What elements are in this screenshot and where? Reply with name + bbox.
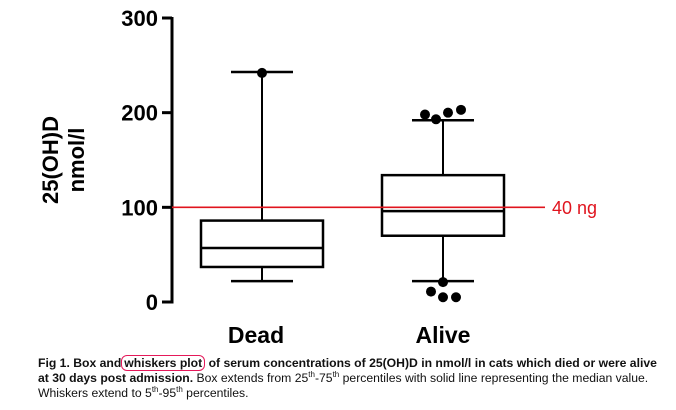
sup-2: th: [332, 369, 340, 379]
box-iqr: [199, 219, 325, 269]
outlier-point: [456, 104, 466, 115]
outlier-point: [420, 109, 430, 120]
sup-1: th: [308, 369, 315, 379]
y-axis-title-line1: 25(OH)D: [38, 116, 63, 204]
sup-3: th: [151, 384, 159, 394]
caption-highlight: whiskers plot: [121, 355, 206, 371]
outlier-point: [426, 286, 436, 297]
outlier-point: [451, 292, 461, 303]
category-label-dead: Dead: [228, 322, 284, 348]
box-dead: [199, 70, 325, 283]
figure-caption: Fig 1. Box and whiskers plot of serum con…: [38, 355, 666, 401]
sup-4: th: [176, 384, 183, 394]
outlier-point: [431, 114, 441, 125]
outlier-point: [438, 292, 448, 303]
y-tick-label-300: 300: [121, 6, 158, 31]
outlier-point: [257, 67, 267, 78]
caption-body-4: -95: [158, 386, 177, 400]
y-tick-label-200: 200: [121, 101, 158, 126]
box-plot-chart: 25(OH)D nmol/l 0 100 200 300 Dead Alive 40 …: [38, 6, 597, 348]
y-tick-label-0: 0: [146, 290, 158, 315]
caption-fig-label: Fig 1.: [38, 356, 70, 370]
y-axis-title-line2: nmol/l: [64, 128, 89, 193]
box-iqr: [380, 173, 506, 237]
caption-body-1: Box extends from 25: [196, 371, 309, 385]
category-label-alive: Alive: [416, 322, 471, 348]
caption-body-2: -75: [314, 371, 333, 385]
reference-line-label: 40 ng: [552, 198, 597, 218]
outlier-point: [443, 107, 453, 118]
caption-title-post: of serum concentrations of 25(OH)D in nm…: [38, 356, 657, 385]
y-tick-label-100: 100: [121, 195, 158, 220]
caption-body-5: percentiles.: [186, 386, 249, 400]
caption-body-3: percentiles with solid line representing…: [38, 371, 649, 400]
caption-title-pre: Box and: [73, 356, 122, 370]
outlier-point: [438, 277, 448, 288]
box-alive: [380, 118, 506, 283]
